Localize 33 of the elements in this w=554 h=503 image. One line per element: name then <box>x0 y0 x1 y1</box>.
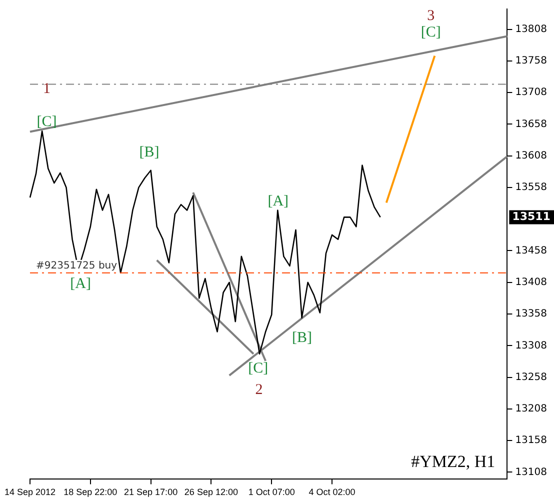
y-tick-label: 13758 <box>515 55 547 66</box>
annotation: 2 <box>255 382 263 398</box>
annotation: 3 <box>427 8 435 24</box>
x-tick-label: 21 Sep 17:00 <box>124 487 178 498</box>
y-tick-label: 13108 <box>515 466 547 478</box>
y-tick-label: 13558 <box>515 182 547 194</box>
y-tick-label: 13258 <box>515 372 547 383</box>
annotation: [B] <box>292 330 312 346</box>
text: 13511 <box>512 210 550 224</box>
y-tick-label: 13608 <box>515 150 547 162</box>
annotation: [A] <box>268 194 289 210</box>
annotation: [C] <box>36 114 57 130</box>
annotation: 1 <box>42 80 50 97</box>
annotation: [B] <box>139 144 160 160</box>
text: #YMZ2, H1 <box>411 452 496 472</box>
y-tick-label: 13358 <box>515 308 547 320</box>
y-tick-label: 13658 <box>515 118 547 130</box>
y-tick-label: 13308 <box>515 340 547 352</box>
y-tick-label: 13158 <box>515 435 547 446</box>
ref-line-label: #92351725 buy <box>36 260 118 272</box>
x-tick-label: 26 Sep 12:00 <box>184 487 238 498</box>
y-tick-label: 13208 <box>515 404 547 415</box>
x-tick-label: 18 Sep 22:00 <box>64 487 118 498</box>
x-tick-label: 4 Oct 02:00 <box>308 487 356 498</box>
x-tick-label: 1 Oct 07:00 <box>248 487 295 498</box>
y-tick-label: 13808 <box>515 24 547 35</box>
y-tick-label: 13408 <box>515 276 547 288</box>
y-tick-label: 13458 <box>515 245 547 256</box>
annotation: [C] <box>248 360 268 377</box>
y-tick-label: 13708 <box>515 87 547 98</box>
annotation: [A] <box>70 276 91 292</box>
annotation: [C] <box>420 24 441 40</box>
x-tick-label: 14 Sep 2012 <box>4 487 56 498</box>
